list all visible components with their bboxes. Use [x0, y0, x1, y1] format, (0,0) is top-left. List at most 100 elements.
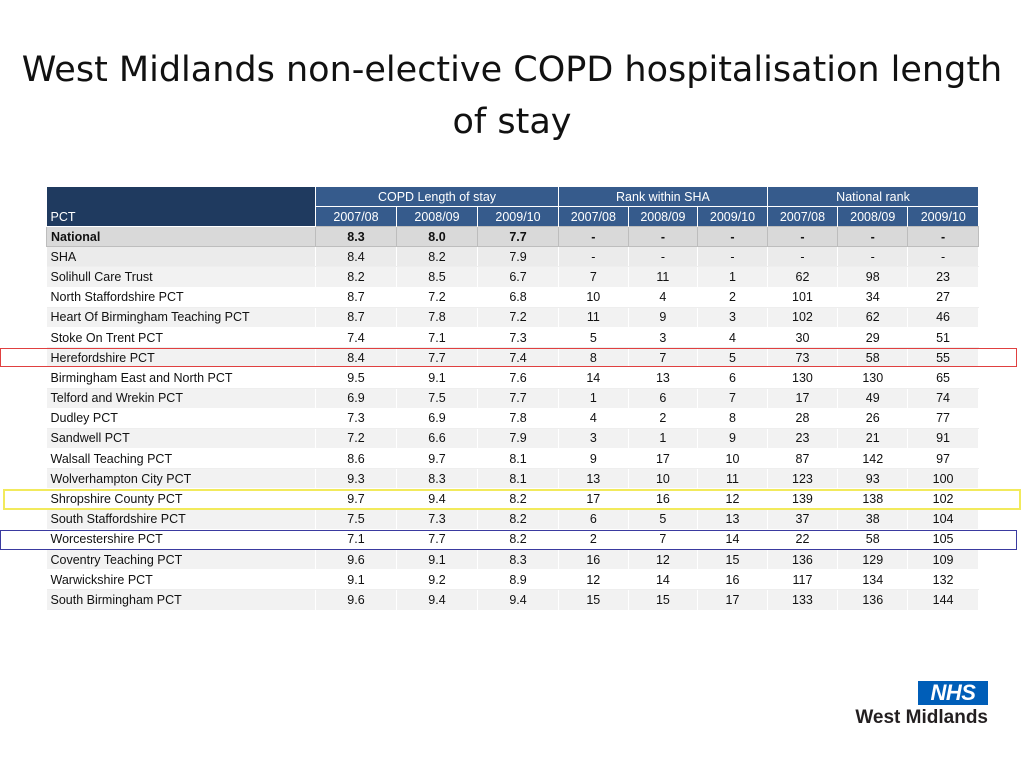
value-cell: 13	[558, 468, 629, 490]
value-cell: 6.6	[396, 428, 478, 450]
group-header-national-rank: National rank	[766, 187, 979, 207]
value-cell: 6.9	[315, 388, 397, 409]
value-cell: 8.7	[315, 307, 397, 328]
value-cell: 142	[837, 448, 909, 470]
value-cell: 27	[907, 287, 979, 308]
value-cell: 17	[628, 448, 699, 470]
value-cell: 6.7	[477, 266, 560, 288]
value-cell: 12	[628, 549, 699, 571]
value-cell: 7.2	[315, 428, 397, 450]
value-cell: 49	[837, 388, 909, 409]
value-cell: 9.4	[396, 589, 478, 611]
table-row: Sandwell PCT 7.2 6.6 7.9 3 1 9 23 21 91	[46, 428, 979, 450]
value-cell: 34	[837, 287, 909, 308]
year-header: 2007/08	[766, 206, 838, 227]
value-cell: 8.2	[315, 266, 397, 288]
value-cell: 14	[697, 529, 768, 551]
value-cell: 2	[697, 287, 768, 308]
value-cell: 9.1	[396, 549, 478, 571]
value-cell: 8.0	[396, 225, 478, 248]
value-cell: 102	[767, 307, 839, 328]
value-cell: 3	[558, 428, 629, 450]
value-cell: 9.4	[396, 488, 478, 510]
value-cell: 9.4	[477, 589, 560, 611]
value-cell: -	[627, 225, 699, 248]
pct-name-cell: Herefordshire PCT	[46, 347, 316, 369]
value-cell: -	[837, 246, 909, 268]
pct-name-cell: North Staffordshire PCT	[46, 287, 316, 308]
table-row: Walsall Teaching PCT 8.6 9.7 8.1 9 17 10 87 142 9…	[46, 448, 979, 470]
table-row: Solihull Care Trust 8.2 8.5 6.7 7 11 1 62 98 23	[46, 266, 979, 288]
value-cell: 8.2	[477, 488, 560, 510]
value-cell: -	[558, 225, 629, 248]
table-row: Shropshire County PCT 9.7 9.4 8.2 17 16 12 139 1…	[46, 488, 979, 510]
value-cell: 4	[697, 327, 768, 349]
value-cell: 28	[767, 408, 839, 429]
value-cell: 11	[697, 468, 768, 490]
value-cell: 138	[837, 488, 909, 510]
value-cell: 9	[558, 448, 629, 470]
value-cell: 12	[558, 569, 629, 591]
value-cell: -	[697, 246, 768, 268]
table-row: Coventry Teaching PCT 9.6 9.1 8.3 16 12 15 136 1…	[46, 549, 979, 571]
pct-name-cell: Solihull Care Trust	[46, 266, 316, 288]
value-cell: 98	[837, 266, 909, 288]
value-cell: 62	[767, 266, 839, 288]
value-cell: 8.5	[396, 266, 478, 288]
pct-name-cell: Dudley PCT	[46, 408, 316, 429]
value-cell: 55	[907, 347, 979, 369]
value-cell: 58	[837, 529, 909, 551]
value-cell: 7.3	[477, 327, 560, 349]
value-cell: 91	[907, 428, 979, 450]
value-cell: 102	[907, 488, 979, 510]
value-cell: 7.4	[477, 347, 560, 369]
value-cell: 7.9	[477, 428, 560, 450]
value-cell: 4	[628, 287, 699, 308]
pct-name-cell: South Birmingham PCT	[46, 589, 316, 611]
value-cell: 21	[837, 428, 909, 450]
value-cell: 14	[628, 569, 699, 591]
value-cell: -	[767, 246, 839, 268]
value-cell: 14	[558, 367, 629, 389]
value-cell: 7.1	[315, 529, 397, 551]
value-cell: 6	[628, 388, 699, 409]
value-cell: 10	[558, 287, 629, 308]
value-cell: -	[558, 246, 629, 268]
value-cell: 129	[837, 549, 909, 571]
value-cell: 74	[907, 388, 979, 409]
logo-region-name: West Midlands	[855, 707, 988, 728]
value-cell: 7.8	[477, 408, 560, 429]
slide-title: West Midlands non-elective COPD hospital…	[0, 44, 1024, 148]
value-cell: 37	[767, 509, 839, 530]
value-cell: 8.2	[396, 246, 478, 268]
pct-name-cell: Warwickshire PCT	[46, 569, 316, 591]
table-row: Wolverhampton City PCT 9.3 8.3 8.1 13 10 11 123…	[46, 468, 979, 490]
pct-name-cell: Telford and Wrekin PCT	[46, 388, 316, 409]
value-cell: 9	[697, 428, 768, 450]
table-row: Heart Of Birmingham Teaching PCT 8.7 7.8 7.…	[46, 307, 979, 328]
value-cell: 7.5	[315, 509, 397, 530]
value-cell: 11	[558, 307, 629, 328]
group-header-length-of-stay: COPD Length of stay	[314, 187, 559, 207]
value-cell: 15	[697, 549, 768, 571]
value-cell: 9.6	[315, 549, 397, 571]
value-cell: 38	[837, 509, 909, 530]
value-cell: 16	[628, 488, 699, 510]
pct-name-cell: Sandwell PCT	[46, 428, 316, 450]
year-header: 2008/09	[627, 206, 698, 227]
year-header: 2007/08	[558, 206, 629, 227]
value-cell: 13	[697, 509, 768, 530]
value-cell: 23	[907, 266, 979, 288]
value-cell: 8	[697, 408, 768, 429]
value-cell: 73	[767, 347, 839, 369]
value-cell: 101	[767, 287, 839, 308]
copd-length-of-stay-table: PCT COPD Length of stay Rank within SHA …	[46, 187, 979, 611]
value-cell: 6.9	[396, 408, 478, 429]
value-cell: 136	[767, 549, 839, 571]
value-cell: 22	[767, 529, 839, 551]
value-cell: 3	[697, 307, 768, 328]
value-cell: 6.8	[477, 287, 560, 308]
value-cell: 93	[837, 468, 909, 490]
value-cell: 5	[697, 347, 768, 369]
pct-name-cell: National	[46, 225, 316, 248]
